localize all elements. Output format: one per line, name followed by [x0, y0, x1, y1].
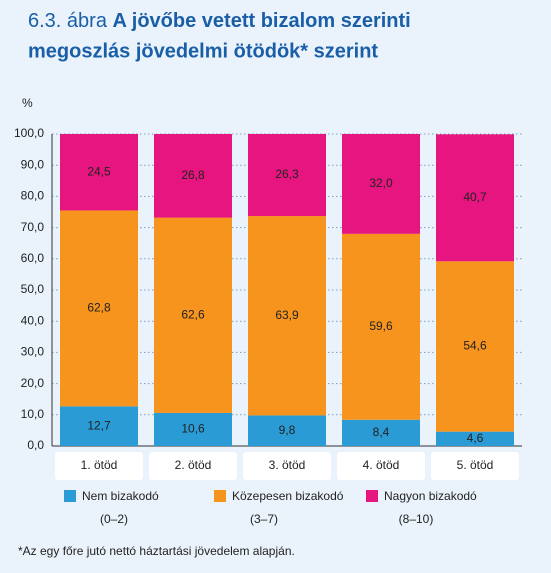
bar-segment — [342, 419, 420, 446]
legend-label: Nagyon bizakodó — [384, 489, 477, 503]
value-label: 26,3 — [275, 167, 299, 181]
bar-segment — [60, 406, 138, 446]
value-label: 24,5 — [87, 164, 111, 178]
figure-label: 6.3. ábra — [28, 10, 108, 32]
bar-segment — [154, 217, 232, 413]
value-label: 59,6 — [369, 319, 393, 333]
y-tick-label: 0,0 — [27, 438, 44, 452]
legend-swatch — [366, 490, 378, 502]
legend-range: (0–2) — [100, 512, 128, 526]
legend-range: (8–10) — [399, 512, 434, 526]
bar-segment — [342, 233, 420, 420]
y-tick-label: 100,0 — [14, 126, 44, 140]
value-label: 12,7 — [87, 418, 111, 432]
bar-segment — [154, 412, 232, 446]
y-tick-label: 40,0 — [21, 313, 45, 327]
y-tick-label: 10,0 — [21, 407, 45, 421]
bar-segment — [248, 415, 326, 446]
value-label: 62,6 — [181, 307, 205, 321]
value-label: 54,6 — [463, 339, 487, 353]
bar-segment — [342, 134, 420, 234]
bar-segment — [248, 216, 326, 416]
value-label: 10,6 — [181, 422, 205, 436]
y-tick-label: 80,0 — [21, 189, 45, 203]
x-tick-label: 4. ötöd — [363, 458, 400, 472]
category-box — [55, 452, 143, 480]
chart-title: 6.3. ábra A jövőbe vetett bizalom szerin… — [28, 10, 411, 32]
legend-label: Nem bizakodó — [82, 489, 159, 503]
value-label: 8,4 — [373, 425, 390, 439]
value-label: 63,9 — [275, 308, 299, 322]
y-unit: % — [22, 96, 33, 110]
category-box — [337, 452, 425, 480]
legend-swatch — [64, 490, 76, 502]
value-label: 9,8 — [279, 423, 296, 437]
legend-range: (3–7) — [250, 512, 278, 526]
y-tick-label: 30,0 — [21, 345, 45, 359]
title-line: A jövőbe vetett bizalom szerinti — [113, 10, 411, 32]
legend-label: Közepesen bizakodó — [232, 489, 344, 503]
y-tick-label: 20,0 — [21, 376, 45, 390]
bar-segment — [60, 134, 138, 211]
y-tick-label: 90,0 — [21, 157, 45, 171]
value-label: 4,6 — [467, 431, 484, 445]
x-tick-label: 3. ötöd — [269, 458, 306, 472]
bar-segment — [248, 134, 326, 217]
value-label: 32,0 — [369, 176, 393, 190]
legend-swatch — [214, 490, 226, 502]
y-tick-label: 60,0 — [21, 251, 45, 265]
bar-segment — [154, 134, 232, 218]
footnote: *Az egy főre jutó nettó háztartási jöved… — [18, 544, 295, 558]
y-tick-label: 70,0 — [21, 220, 45, 234]
value-label: 26,8 — [181, 168, 205, 182]
x-tick-label: 2. ötöd — [175, 458, 212, 472]
x-tick-label: 1. ötöd — [81, 458, 118, 472]
bar-segment — [436, 261, 514, 432]
bar-segment — [60, 210, 138, 407]
y-tick-label: 50,0 — [21, 282, 45, 296]
bar-segment — [436, 134, 514, 262]
value-label: 62,8 — [87, 301, 111, 315]
x-tick-label: 5. ötöd — [457, 458, 494, 472]
title-line: megoszlás jövedelmi ötödök* szerint — [28, 40, 378, 62]
category-box — [149, 452, 237, 480]
bar-segment — [436, 431, 514, 446]
category-box — [243, 452, 331, 480]
category-box — [431, 452, 519, 480]
value-label: 40,7 — [463, 190, 487, 204]
